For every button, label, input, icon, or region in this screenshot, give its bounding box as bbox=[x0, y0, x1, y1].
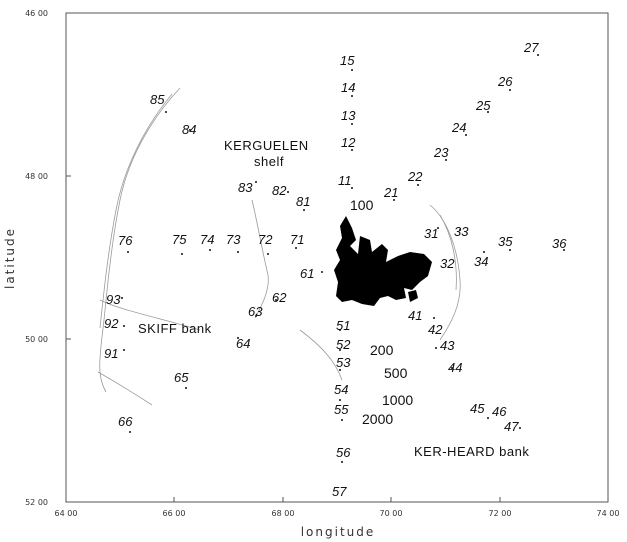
station-label: 44 bbox=[448, 360, 462, 375]
station-label: 61 bbox=[300, 266, 314, 281]
station-dots bbox=[121, 54, 565, 463]
station-label: 72 bbox=[258, 232, 273, 247]
station-label: 36 bbox=[552, 236, 567, 251]
station-label: 63 bbox=[248, 304, 263, 319]
y-axis-title: latitude bbox=[3, 227, 17, 289]
station-label: 33 bbox=[454, 224, 469, 239]
station-label: 24 bbox=[451, 120, 466, 135]
depth-label-2000: 2000 bbox=[362, 411, 393, 427]
station-label: 41 bbox=[408, 308, 422, 323]
y-tick-label: 48 00 bbox=[25, 172, 48, 181]
station-label: 76 bbox=[118, 233, 133, 248]
station-label: 27 bbox=[523, 40, 539, 55]
station-label: 43 bbox=[440, 338, 455, 353]
station-label: 47 bbox=[504, 419, 519, 434]
depth-label-500: 500 bbox=[384, 365, 408, 381]
station-label: 71 bbox=[290, 232, 304, 247]
station-label: 35 bbox=[498, 234, 513, 249]
station-label: 31 bbox=[424, 226, 438, 241]
station-label: 91 bbox=[104, 346, 118, 361]
x-tick-label: 64 00 bbox=[55, 509, 78, 518]
x-tick-label: 66 00 bbox=[163, 509, 186, 518]
island-fragment bbox=[408, 290, 418, 302]
kerguelen-islands bbox=[334, 216, 432, 306]
station-label: 15 bbox=[340, 53, 355, 68]
station-label: 52 bbox=[336, 337, 351, 352]
station-label: 74 bbox=[200, 232, 214, 247]
y-tick-label: 50 00 bbox=[25, 335, 48, 344]
station-label: 46 bbox=[492, 404, 507, 419]
station-label: 54 bbox=[334, 382, 348, 397]
tick-marks bbox=[65, 12, 609, 503]
station-label: 56 bbox=[336, 445, 351, 460]
bathymetry-contours bbox=[97, 87, 461, 406]
label-kerguelen: KERGUELEN bbox=[224, 138, 309, 153]
station-label: 34 bbox=[474, 254, 488, 269]
station-label: 42 bbox=[428, 322, 443, 337]
station-label: 32 bbox=[440, 256, 455, 271]
station-label: 64 bbox=[236, 336, 250, 351]
depth-label-200: 200 bbox=[370, 342, 394, 358]
depth-label-100: 100 bbox=[350, 197, 374, 213]
station-label: 83 bbox=[238, 180, 253, 195]
map-frame bbox=[65, 12, 609, 503]
station-label: 62 bbox=[272, 290, 287, 305]
station-label: 81 bbox=[296, 194, 310, 209]
station-label: 22 bbox=[407, 169, 423, 184]
x-tick-label: 70 00 bbox=[380, 509, 403, 518]
station-label: 73 bbox=[226, 232, 241, 247]
label-shelf: shelf bbox=[254, 154, 284, 169]
station-label: 23 bbox=[433, 145, 449, 160]
station-label: 51 bbox=[336, 318, 350, 333]
station-label: 45 bbox=[470, 401, 485, 416]
station-label: 82 bbox=[272, 183, 287, 198]
station-label: 21 bbox=[383, 185, 398, 200]
station-label: 65 bbox=[174, 370, 189, 385]
depth-label-1000: 1000 bbox=[382, 392, 413, 408]
station-label: 75 bbox=[172, 232, 187, 247]
station-label: 85 bbox=[150, 92, 165, 107]
station-label: 66 bbox=[118, 414, 133, 429]
x-tick-label: 74 00 bbox=[597, 509, 620, 518]
station-label: 26 bbox=[497, 74, 513, 89]
station-label: 25 bbox=[475, 98, 491, 113]
station-label: 13 bbox=[341, 108, 356, 123]
station-label: 57 bbox=[332, 484, 347, 499]
label-ker-heard-bank: KER-HEARD bank bbox=[414, 444, 529, 459]
station-label: 55 bbox=[334, 402, 349, 417]
label-skiff-bank: SKIFF bank bbox=[138, 321, 212, 336]
x-tick-label: 68 00 bbox=[272, 509, 295, 518]
x-axis-title: longitude bbox=[301, 525, 376, 539]
station-label: 11 bbox=[338, 173, 352, 188]
station-label: 14 bbox=[341, 80, 355, 95]
y-tick-label: 46 00 bbox=[25, 9, 48, 18]
station-label: 12 bbox=[341, 135, 356, 150]
y-tick-label: 52 00 bbox=[25, 498, 48, 507]
x-tick-label: 72 00 bbox=[489, 509, 512, 518]
station-label: 93 bbox=[106, 292, 121, 307]
station-label: 84 bbox=[182, 122, 196, 137]
station-label: 53 bbox=[336, 355, 351, 370]
station-label: 92 bbox=[104, 316, 119, 331]
